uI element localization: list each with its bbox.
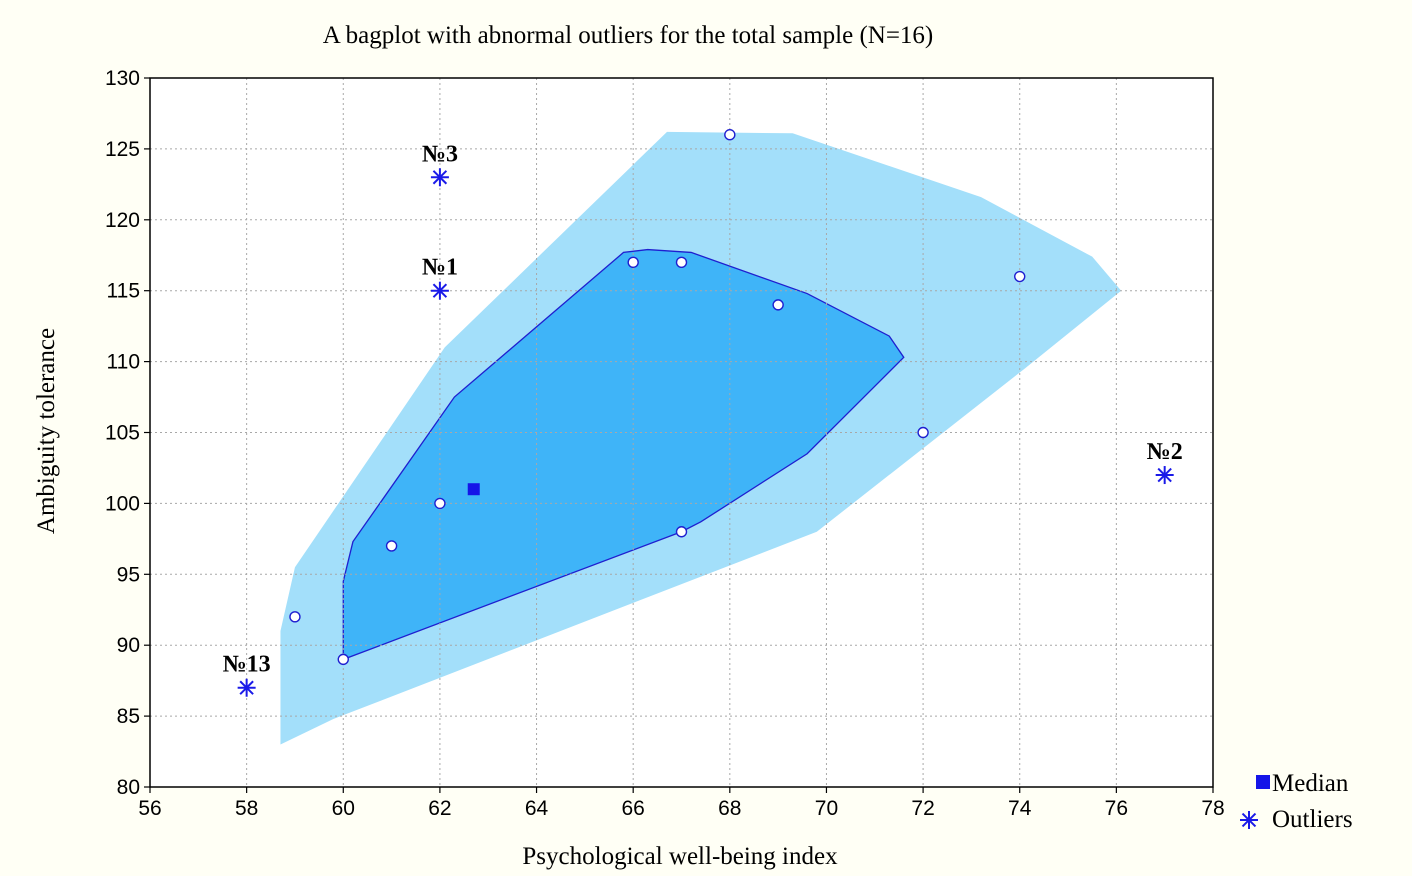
plot-area: 56 58 60 62 64 66 68 70 72 74 76 78 80 85 90 95 100 105 11… (105, 67, 1225, 820)
x-axis-label: Psychological well-being index (522, 843, 838, 870)
y-tick-label: 125 (105, 138, 140, 161)
legend-median-marker (1256, 775, 1270, 789)
x-tick-label: 66 (622, 797, 645, 820)
x-tick-label: 68 (718, 797, 741, 820)
chart-title: A bagplot with abnormal outliers for the… (323, 22, 934, 49)
data-point (289, 611, 301, 623)
data-point (917, 426, 929, 439)
x-tick-label: 72 (911, 797, 934, 820)
x-tick-label: 76 (1105, 797, 1128, 820)
data-point (675, 256, 688, 269)
x-tick-label: 74 (1008, 797, 1032, 820)
y-tick-label: 100 (105, 492, 140, 515)
data-point (675, 526, 688, 538)
x-tick-label: 78 (1201, 797, 1224, 820)
outlier-marker-stroke (1157, 467, 1172, 483)
outlier-label: №13 (223, 652, 271, 678)
y-tick-label: 105 (105, 422, 140, 445)
data-point (385, 540, 398, 552)
data-point (627, 256, 639, 269)
data-point (434, 497, 446, 510)
y-tick-label: 115 (107, 280, 140, 303)
data-point (337, 653, 349, 666)
outlier-label: №3 (422, 141, 458, 167)
bag-region (342, 248, 905, 661)
data-point (1014, 270, 1026, 283)
x-tick-label: 70 (815, 797, 838, 820)
outlier-marker (430, 281, 449, 300)
x-tick-label: 58 (235, 797, 258, 820)
outlier-marker-stroke (239, 680, 254, 695)
x-tick-label: 62 (428, 797, 451, 820)
x-tick-label: 64 (525, 797, 549, 820)
data-point (724, 129, 736, 141)
legend: Median Outliers (1240, 770, 1353, 833)
legend-median-label: Median (1272, 770, 1349, 797)
y-tick-label: 120 (105, 209, 140, 232)
y-tick-label: 95 (117, 563, 140, 586)
legend-outliers-label: Outliers (1272, 806, 1353, 833)
y-tick-label: 80 (117, 776, 140, 799)
x-tick-label: 60 (332, 797, 355, 820)
y-tick-label: 130 (105, 67, 140, 90)
outlier-marker-stroke (432, 283, 448, 298)
y-tick-label: 90 (117, 634, 140, 657)
x-tick-label: 56 (138, 797, 161, 820)
median-marker (467, 483, 480, 496)
y-tick-label: 85 (117, 705, 140, 728)
outlier-marker (1155, 466, 1174, 485)
outlier-marker (430, 168, 449, 187)
data-point (772, 299, 784, 311)
legend-outliers-asterisk (1240, 811, 1258, 829)
outlier-marker-stroke (432, 170, 448, 185)
outlier-marker (237, 678, 256, 697)
legend-outliers-asterisk-stroke (1241, 812, 1257, 828)
outlier-label: №2 (1147, 439, 1183, 465)
y-axis-label: Ambiguity tolerance (33, 328, 60, 534)
outlier-label: №1 (422, 255, 458, 281)
y-tick-label: 110 (107, 351, 140, 374)
legend-outliers-marker (1240, 811, 1258, 829)
